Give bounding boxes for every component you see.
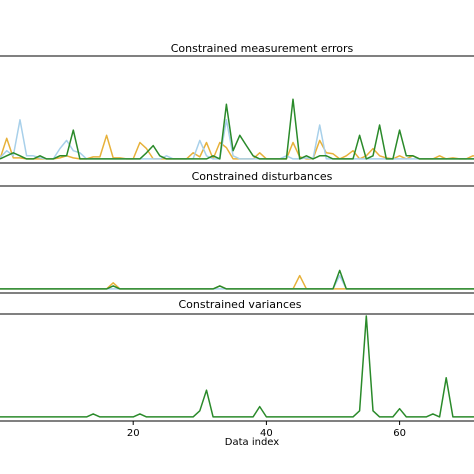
x-tick-label: 60 [393,428,406,439]
series-line-3 [0,269,474,290]
x-tick-label: 20 [127,428,140,439]
panel-disturbances: Constrained disturbances [0,170,474,294]
x-axis-label: Data index [225,437,279,448]
x-tick-label: 40 [260,428,273,439]
series-group [0,269,474,290]
series-line-3 [0,98,474,160]
plot-frame [0,55,474,164]
x-axis-ticks: 20406080 [127,421,406,439]
panel-title: Constrained variances [178,298,301,311]
series-group [0,315,474,418]
panel-title: Constrained measurement errors [171,42,354,55]
series-line-1 [0,274,474,290]
panel-measurement-errors: Constrained measurement errors [0,42,474,164]
series-group [0,98,474,160]
series-line-1 [0,315,474,418]
plot-frame [0,313,474,422]
panel-variances: Constrained variances 20406080 Data inde… [0,298,474,448]
plot-frame [0,185,474,294]
series-line-2 [0,274,474,290]
panel-title: Constrained disturbances [192,170,333,183]
